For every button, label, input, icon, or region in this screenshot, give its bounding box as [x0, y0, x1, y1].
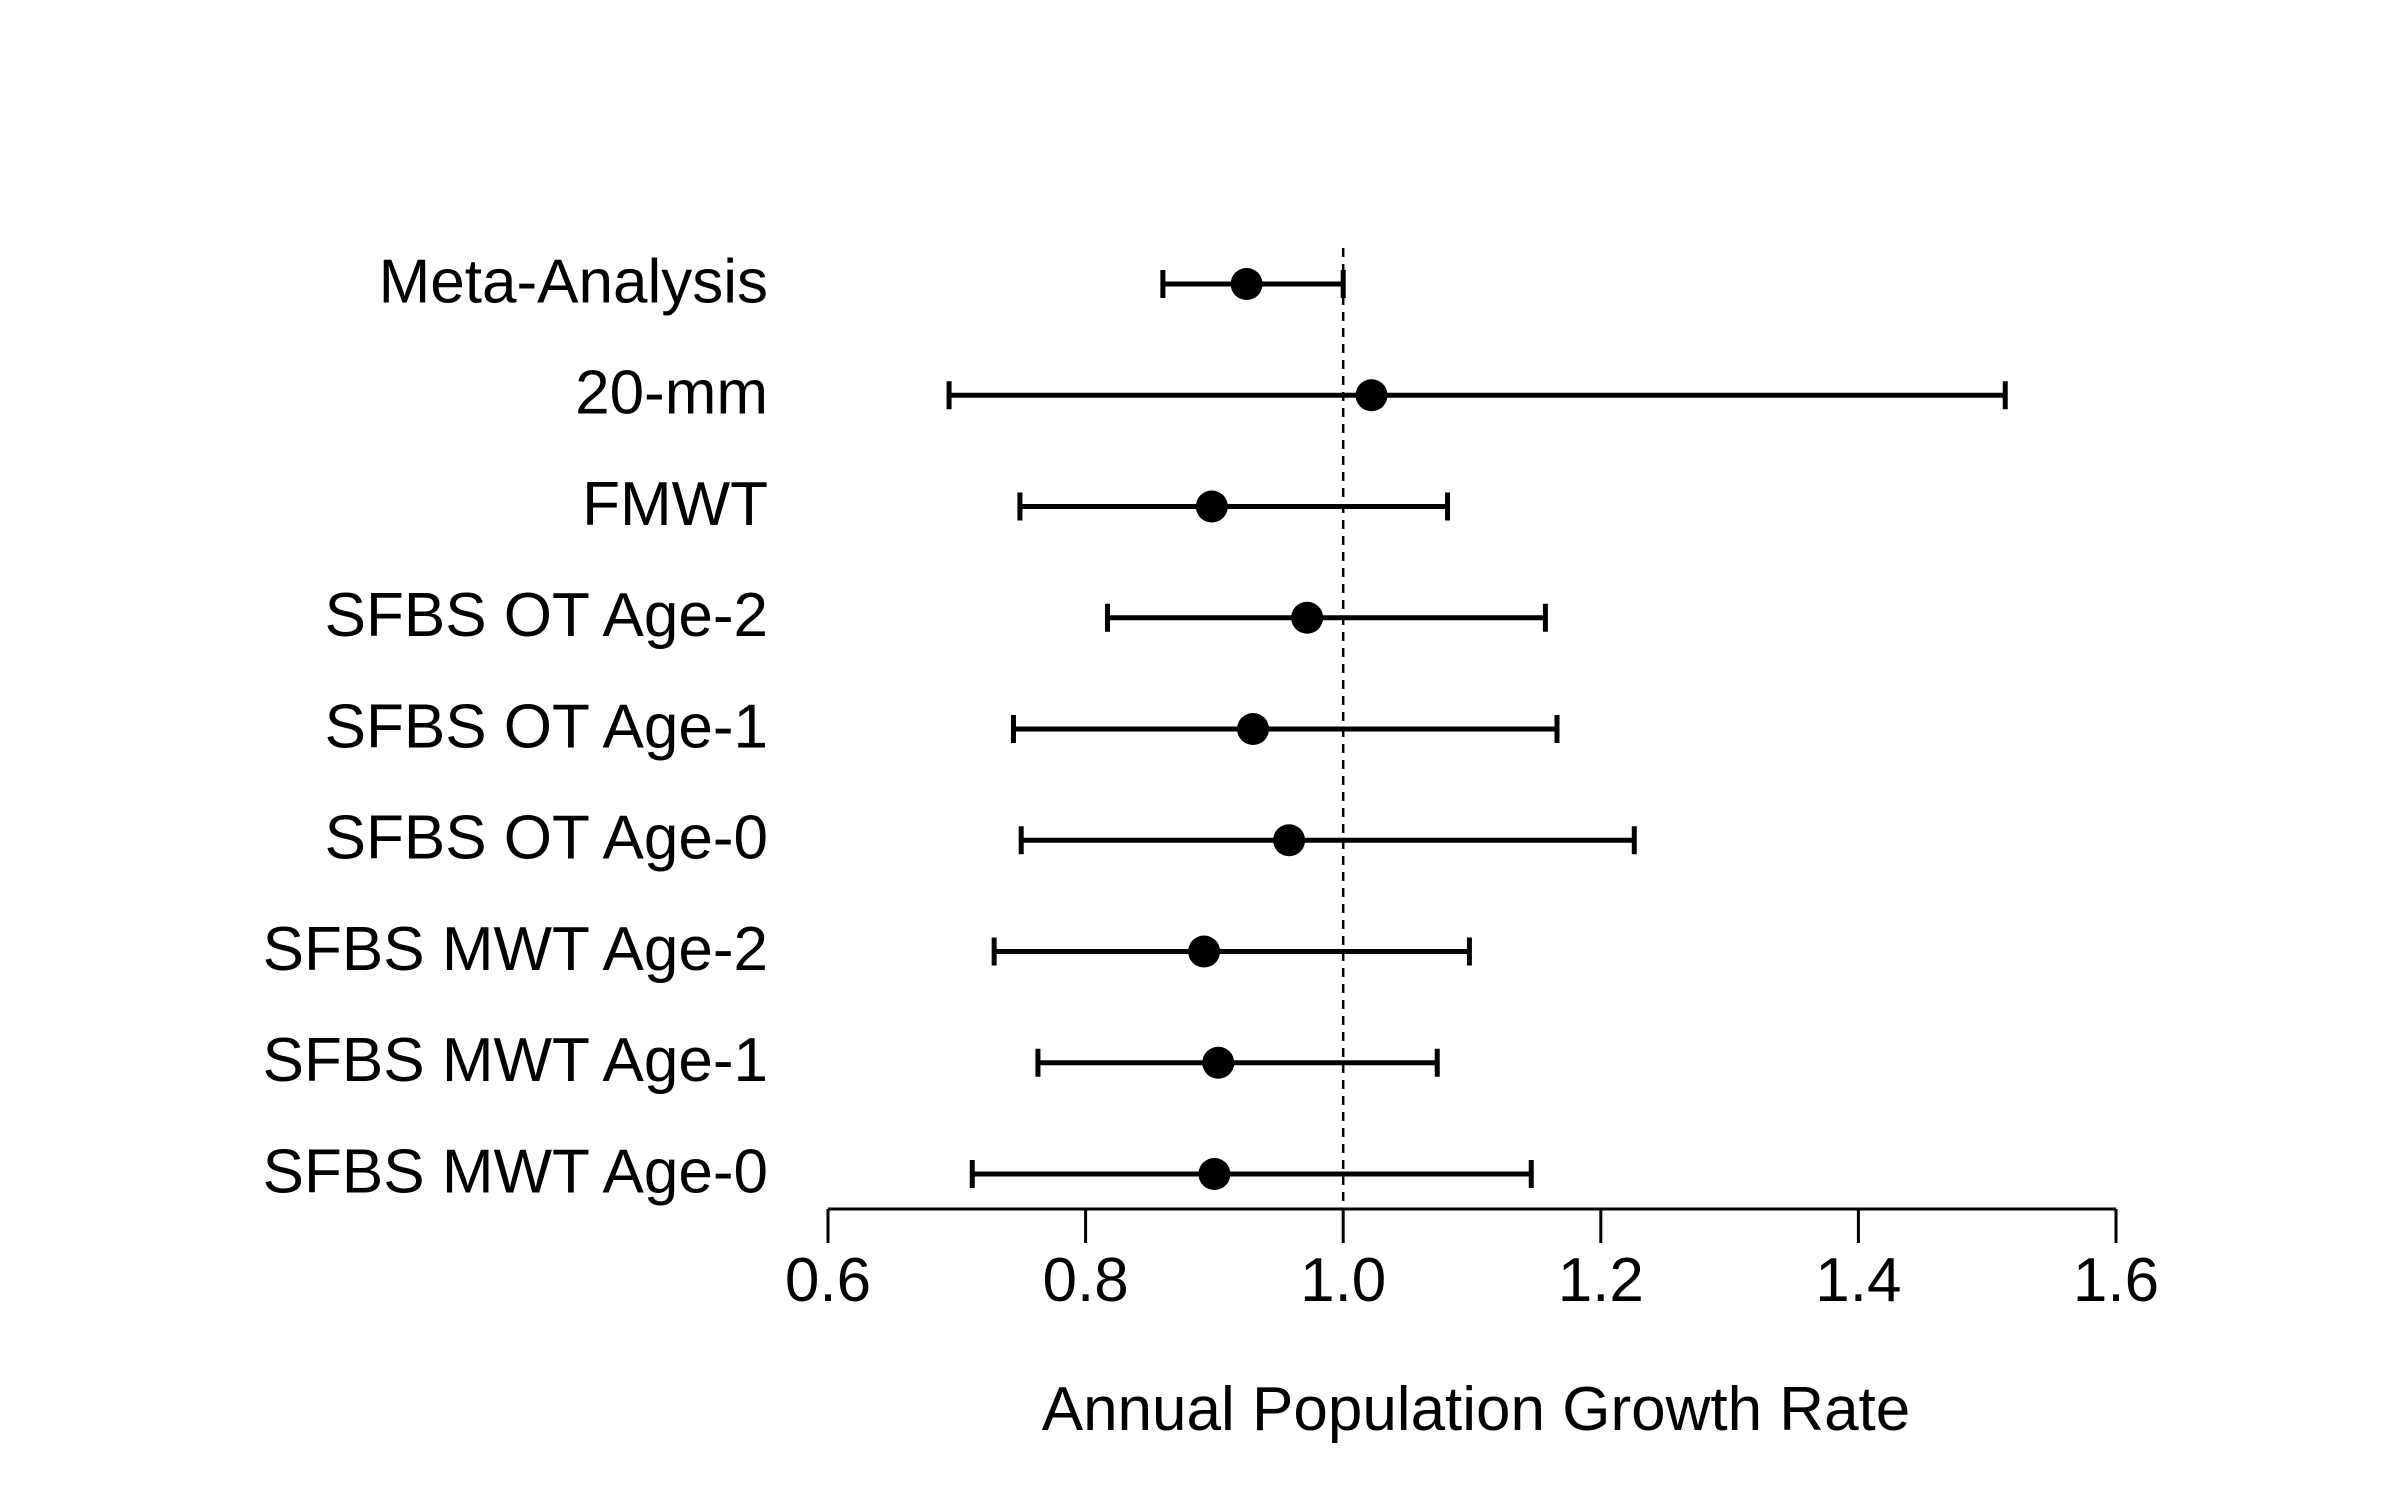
forest-row: FMWT [582, 470, 1451, 539]
row-label: FMWT [582, 470, 768, 539]
forest-row: SFBS OT Age-1 [325, 692, 1560, 761]
x-tick-label: 1.2 [1558, 1246, 1644, 1315]
estimate-point [1202, 1046, 1235, 1079]
forest-row: Meta-Analysis [379, 247, 1346, 316]
forest-row: SFBS MWT Age-2 [263, 915, 1472, 984]
forest-row: SFBS MWT Age-0 [263, 1137, 1534, 1206]
row-label: SFBS OT Age-2 [325, 581, 768, 650]
x-tick-label: 0.6 [785, 1246, 871, 1315]
row-label: SFBS OT Age-0 [325, 804, 768, 873]
x-tick-label: 1.4 [1815, 1246, 1901, 1315]
x-tick-label: 0.8 [1042, 1246, 1128, 1315]
x-axis: 0.6 0.8 1.0 1.2 1.4 1.6 [785, 1207, 2159, 1315]
estimate-point [1198, 1158, 1231, 1190]
row-label: SFBS OT Age-1 [325, 692, 768, 761]
estimate-point [1188, 935, 1221, 968]
x-axis-title: Annual Population Growth Rate [1042, 1375, 1911, 1444]
estimate-point [1273, 824, 1306, 857]
estimate-point [1355, 379, 1388, 412]
row-label: 20-mm [575, 359, 768, 428]
forest-row: SFBS OT Age-2 [325, 581, 1548, 650]
estimate-point [1237, 713, 1270, 745]
x-tick-label: 1.0 [1300, 1246, 1386, 1315]
forest-row: 20-mm [575, 359, 2008, 428]
row-label: Meta-Analysis [379, 247, 768, 316]
forest-row: SFBS OT Age-0 [325, 804, 1637, 873]
estimate-point [1230, 268, 1263, 300]
forest-row: SFBS MWT Age-1 [263, 1026, 1440, 1095]
row-label: SFBS MWT Age-2 [263, 915, 768, 984]
row-label: SFBS MWT Age-1 [263, 1026, 768, 1095]
rows-layer: Meta-Analysis 20-mm FMWT SFBS OT Age-2 SFBS … [263, 247, 2008, 1209]
row-label: SFBS MWT Age-0 [263, 1137, 768, 1206]
estimate-point [1291, 601, 1324, 634]
estimate-point [1195, 490, 1228, 523]
x-tick-label: 1.6 [2073, 1246, 2159, 1315]
